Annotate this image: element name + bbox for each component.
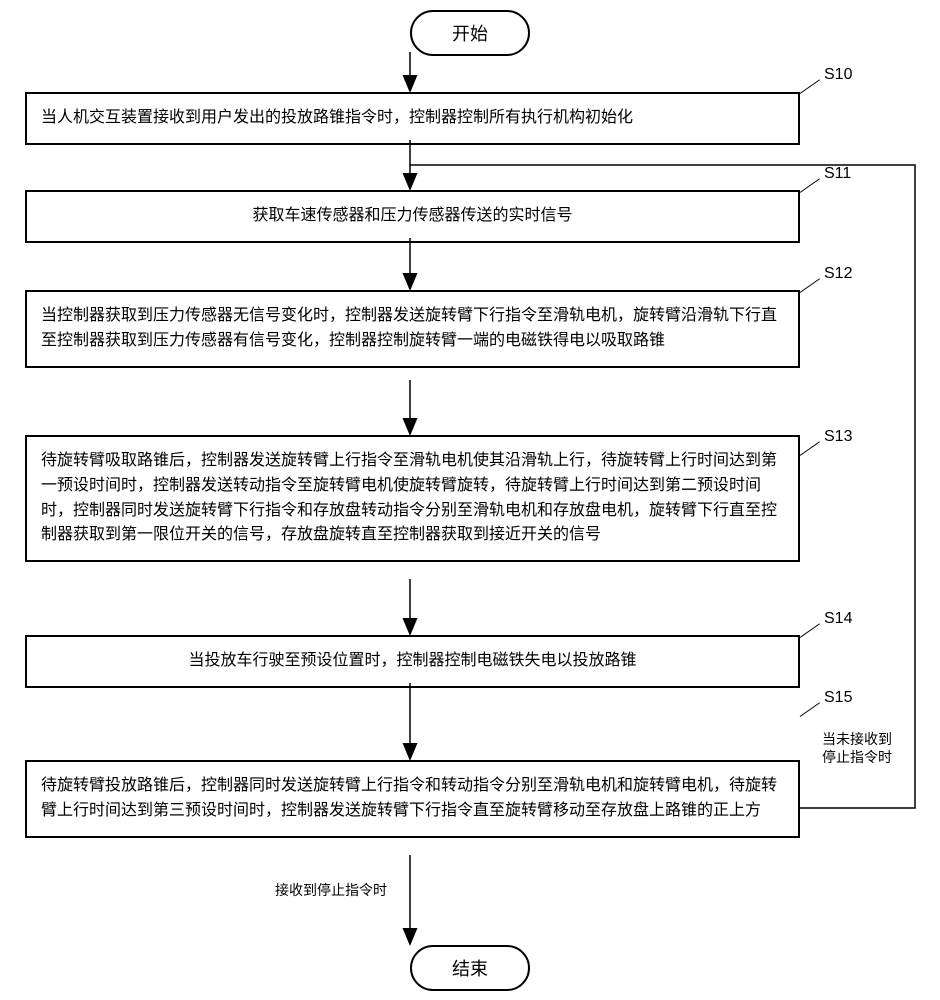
s14-label: S14: [824, 610, 852, 628]
s11-label-line: [800, 178, 820, 193]
step-s10-text: 当人机交互装置接收到用户发出的投放路锥指令时，控制器控制所有执行机构初始化: [41, 109, 633, 126]
edge-got-stop: 接收到停止指令时: [275, 880, 387, 900]
flowchart: 开始 当人机交互装置接收到用户发出的投放路锥指令时，控制器控制所有执行机构初始化…: [0, 0, 940, 1000]
start-label: 开始: [452, 24, 488, 44]
s12-label-line: [800, 278, 820, 293]
step-s12-text: 当控制器获取到压力传感器无信号变化时，控制器发送旋转臂下行指令至滑轨电机，旋转臂…: [41, 307, 777, 349]
s13-label: S13: [824, 428, 852, 446]
s10-label-line: [800, 79, 820, 94]
step-s11-text: 获取车速传感器和压力传感器传送的实时信号: [252, 207, 572, 224]
s13-label-line: [800, 441, 820, 456]
step-s12: 当控制器获取到压力传感器无信号变化时，控制器发送旋转臂下行指令至滑轨电机，旋转臂…: [25, 290, 800, 368]
end-terminal: 结束: [410, 945, 530, 991]
step-s14: 当投放车行驶至预设位置时，控制器控制电磁铁失电以投放路锥: [25, 635, 800, 688]
s12-label: S12: [824, 265, 852, 283]
step-s13: 待旋转臂吸取路锥后，控制器发送旋转臂上行指令至滑轨电机使其沿滑轨上行，待旋转臂上…: [25, 435, 800, 562]
step-s13-text: 待旋转臂吸取路锥后，控制器发送旋转臂上行指令至滑轨电机使其沿滑轨上行，待旋转臂上…: [41, 452, 777, 543]
end-label: 结束: [452, 959, 488, 979]
s15-label: S15: [824, 689, 852, 707]
edge-no-stop: 当未接收到 停止指令时: [822, 730, 892, 766]
step-s11: 获取车速传感器和压力传感器传送的实时信号: [25, 190, 800, 243]
step-s10: 当人机交互装置接收到用户发出的投放路锥指令时，控制器控制所有执行机构初始化: [25, 92, 800, 145]
s14-label-line: [800, 623, 820, 638]
s15-label-line: [800, 702, 820, 717]
step-s15-text: 待旋转臂投放路锥后，控制器同时发送旋转臂上行指令和转动指令分别至滑轨电机和旋转臂…: [41, 777, 777, 819]
step-s15: 待旋转臂投放路锥后，控制器同时发送旋转臂上行指令和转动指令分别至滑轨电机和旋转臂…: [25, 760, 800, 838]
step-s14-text: 当投放车行驶至预设位置时，控制器控制电磁铁失电以投放路锥: [188, 652, 636, 669]
s11-label: S11: [824, 165, 851, 183]
s10-label: S10: [824, 66, 852, 84]
start-terminal: 开始: [410, 10, 530, 56]
